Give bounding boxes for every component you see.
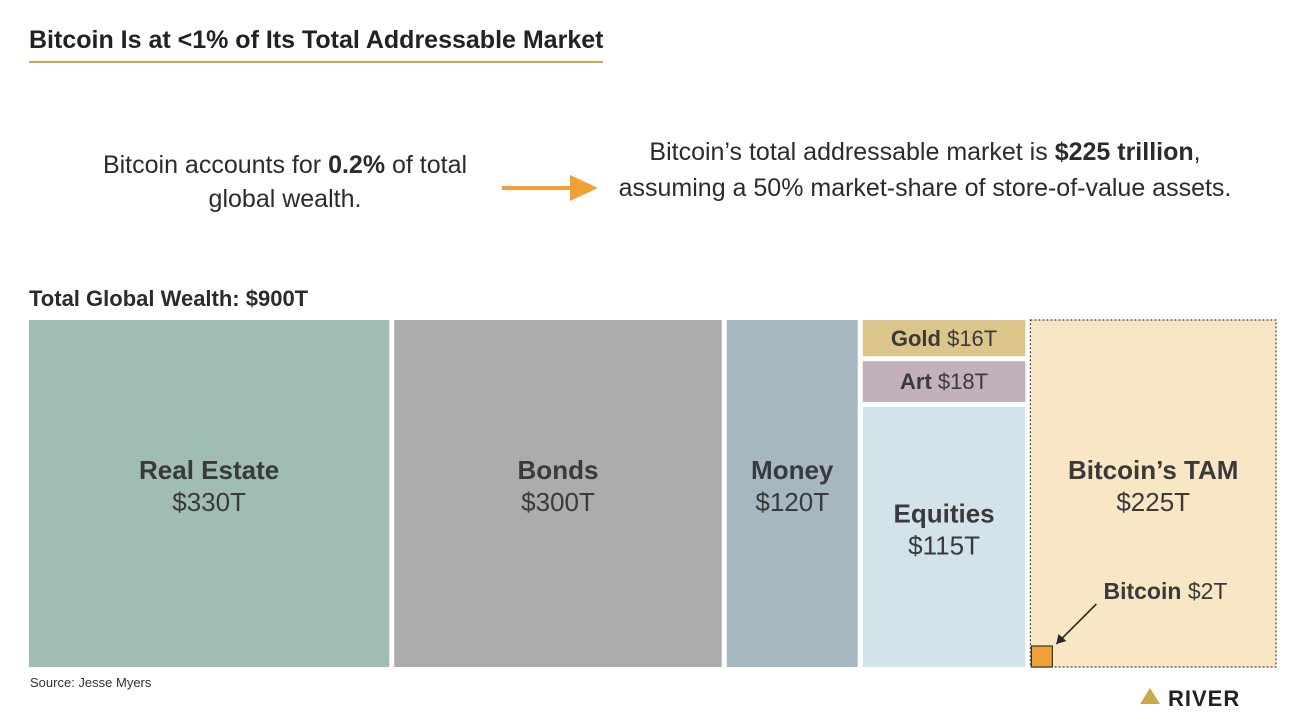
gold-label: Gold $16T bbox=[891, 326, 997, 351]
lead-right-text: Bitcoin’s total addressable market is $2… bbox=[610, 134, 1240, 206]
art-block bbox=[862, 361, 1026, 402]
lead-left-post: of total global wealth. bbox=[208, 151, 468, 213]
bitcoin-s-tam-block bbox=[1029, 319, 1277, 668]
bonds-block bbox=[394, 320, 722, 667]
chart-title: Total Global Wealth: $900T bbox=[29, 286, 309, 311]
lead-right-pre: Bitcoin’s total addressable market is bbox=[649, 138, 1055, 166]
lead-left-text: Bitcoin accounts for 0.2% of total globa… bbox=[80, 148, 490, 216]
lead-left-pre: Bitcoin accounts for bbox=[102, 151, 329, 179]
bitcoin-s-tam-value-label: $225T bbox=[1116, 487, 1190, 517]
money-block bbox=[726, 320, 858, 667]
bitcoin-s-tam-label: Bitcoin’s TAM bbox=[1068, 455, 1238, 485]
equities-block bbox=[862, 406, 1026, 667]
art-label: Art $18T bbox=[900, 369, 988, 394]
real-estate-block bbox=[29, 320, 390, 667]
bitcoin-pointer-line bbox=[1055, 603, 1097, 645]
money-label: Money bbox=[751, 455, 834, 485]
bitcoin-pointer-arrowhead bbox=[1056, 634, 1067, 644]
page-title: Bitcoin Is at <1% of Its Total Addressab… bbox=[29, 26, 604, 63]
brand-logo: RIVER bbox=[1140, 686, 1240, 712]
brand-name: RIVER bbox=[1168, 686, 1241, 711]
equities-label: Equities bbox=[893, 499, 994, 529]
lead-left-bold: 0.2% bbox=[328, 151, 386, 179]
real-estate-label: Real Estate bbox=[139, 455, 279, 485]
real-estate-value-label: $330T bbox=[172, 487, 246, 517]
money-value-label: $120T bbox=[755, 487, 829, 517]
right-arrow-icon bbox=[502, 175, 598, 201]
equities-value-label: $115T bbox=[908, 531, 980, 561]
source-note: Source: Jesse Myers bbox=[30, 675, 152, 690]
bitcoin-block bbox=[1030, 645, 1053, 668]
bitcoin-label: Bitcoin $2T bbox=[1103, 578, 1227, 604]
brand-triangle-icon bbox=[1140, 688, 1160, 704]
lead-right-bold: $225 trillion bbox=[1054, 138, 1194, 166]
gold-block bbox=[862, 320, 1026, 357]
bonds-label: Bonds bbox=[518, 455, 599, 485]
bonds-value-label: $300T bbox=[521, 487, 595, 517]
lead-right-post: , assuming a 50% market-share of store-o… bbox=[618, 138, 1232, 202]
